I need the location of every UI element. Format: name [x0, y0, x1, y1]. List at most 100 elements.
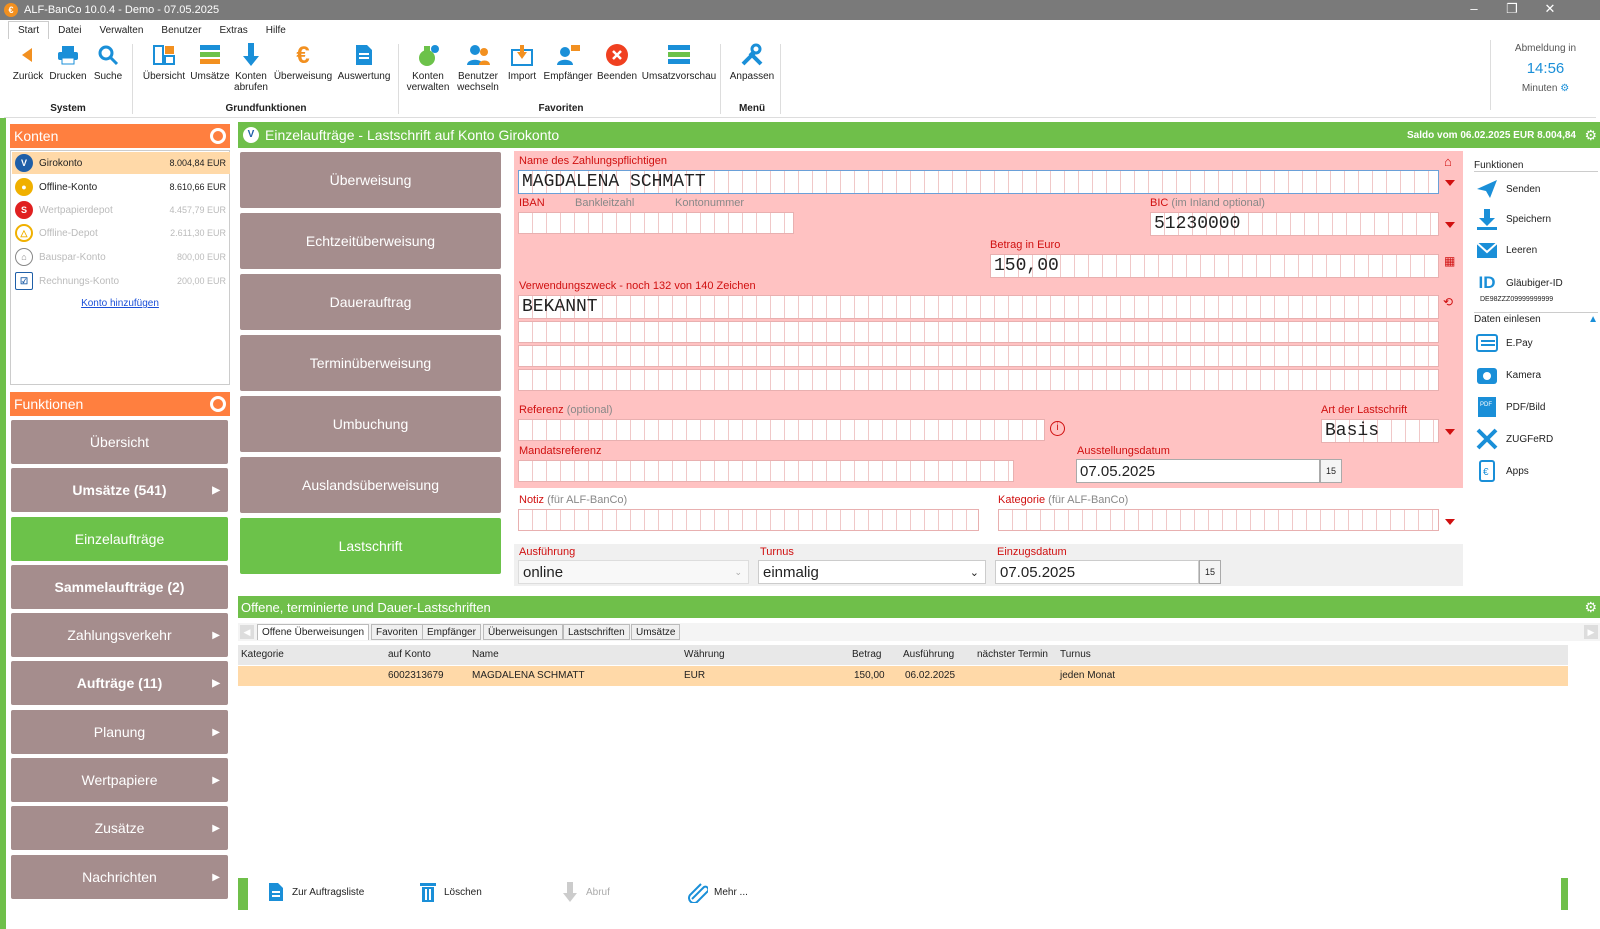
purpose-line-1[interactable]: BEKANNT — [518, 295, 1439, 319]
pdf-image-button[interactable]: PDF PDF/Bild — [1476, 396, 1545, 418]
print-button[interactable]: Drucken — [48, 42, 88, 82]
type-terminueberweisung[interactable]: Terminüberweisung — [240, 335, 501, 391]
type-echtzeitueberweisung[interactable]: Echtzeitüberweisung — [240, 213, 501, 269]
gear-icon[interactable]: ⚙ — [1584, 126, 1597, 143]
gear-icon[interactable]: ⚙ — [1560, 83, 1570, 94]
collapse-icon[interactable]: ▲ — [1588, 314, 1598, 325]
note-input[interactable] — [518, 509, 979, 531]
account-item[interactable]: V Girokonto 8.004,84 EUR — [12, 152, 230, 174]
tab-empfaenger[interactable]: Empfänger — [422, 624, 481, 640]
col-auf-konto[interactable]: auf Konto — [388, 649, 431, 660]
nav-nachrichten[interactable]: Nachrichten ▶ — [11, 855, 228, 899]
col-name[interactable]: Name — [472, 649, 499, 660]
transaction-preview-button[interactable]: Umsatzvorschau — [640, 42, 718, 82]
fetch-accounts-button[interactable]: Konten abrufen — [232, 42, 270, 93]
info-icon[interactable]: i — [1050, 421, 1065, 436]
nav-umsaetze[interactable]: Umsätze (541) ▶ — [11, 468, 228, 512]
clear-button[interactable]: Leeren — [1476, 239, 1537, 261]
recipients-button[interactable]: Empfänger — [542, 42, 594, 82]
type-dauerauftrag[interactable]: Dauerauftrag — [240, 274, 501, 330]
more-button[interactable]: Mehr ... — [688, 880, 748, 904]
purpose-line-2[interactable] — [518, 321, 1439, 343]
send-button[interactable]: Senden — [1476, 178, 1540, 200]
menu-hilfe[interactable]: Hilfe — [265, 24, 286, 36]
account-item[interactable]: ☑ Rechnungs-Konto 200,00 EUR — [12, 270, 230, 292]
col-ausfuehrung[interactable]: Ausführung — [903, 649, 955, 660]
home-icon[interactable]: ⌂ — [1444, 154, 1452, 169]
delete-button[interactable]: Löschen — [418, 880, 482, 904]
tab-ueberweisungen[interactable]: Überweisungen — [483, 624, 563, 640]
collection-date-input[interactable]: 07.05.2025 — [995, 560, 1199, 584]
nav-wertpapiere[interactable]: Wertpapiere ▶ — [11, 758, 228, 802]
tab-favoriten[interactable]: Favoriten — [371, 624, 423, 640]
tab-offene-ueberweisungen[interactable]: Offene Überweisungen — [257, 624, 370, 640]
tab-umsaetze[interactable]: Umsätze — [631, 624, 681, 640]
execution-select[interactable]: online ⌄ — [518, 560, 749, 584]
account-item[interactable]: △ Offline-Depot 2.611,30 EUR — [12, 222, 230, 244]
epay-button[interactable]: E.Pay — [1476, 332, 1533, 354]
nav-sammelauftraege[interactable]: Sammelaufträge (2) — [11, 565, 228, 609]
gear-icon[interactable] — [210, 128, 226, 144]
col-betrag[interactable]: Betrag — [852, 649, 882, 660]
name-input[interactable]: MAGDALENA SCHMATT — [518, 170, 1439, 194]
account-item[interactable]: S Wertpapierdepot 4.457,79 EUR — [12, 199, 230, 221]
menu-extras[interactable]: Extras — [219, 24, 248, 36]
name-dropdown-icon[interactable] — [1445, 180, 1455, 186]
switch-user-button[interactable]: Benutzer wechseln — [454, 42, 502, 93]
fetch-button[interactable]: Abruf — [560, 880, 610, 904]
transfer-button[interactable]: € Überweisung — [273, 41, 333, 82]
camera-button[interactable]: Kamera — [1476, 364, 1541, 386]
overview-button[interactable]: Übersicht — [140, 42, 188, 82]
col-kategorie[interactable]: Kategorie — [241, 649, 284, 660]
mandate-input[interactable] — [518, 460, 1014, 482]
menu-start[interactable]: Start — [8, 21, 50, 39]
col-waehrung[interactable]: Währung — [684, 649, 725, 660]
minimize-button[interactable]: – — [1470, 1, 1478, 16]
calendar-icon[interactable]: 15 — [1320, 459, 1342, 483]
manage-accounts-button[interactable]: Konten verwalten — [404, 42, 452, 93]
back-button[interactable]: Zurück — [8, 42, 48, 82]
customize-button[interactable]: Anpassen — [726, 42, 778, 82]
evaluation-button[interactable]: Auswertung — [336, 42, 392, 82]
scroll-right-icon[interactable]: ▶ — [1584, 625, 1598, 639]
category-input[interactable] — [998, 509, 1439, 531]
nav-uebersicht[interactable]: Übersicht — [11, 420, 228, 464]
calculator-icon[interactable]: ▦ — [1444, 254, 1456, 268]
nav-planung[interactable]: Planung ▶ — [11, 710, 228, 754]
scroll-left-icon[interactable]: ◀ — [240, 625, 254, 639]
purpose-line-3[interactable] — [518, 345, 1439, 367]
bic-dropdown-icon[interactable] — [1445, 222, 1455, 228]
tab-lastschriften[interactable]: Lastschriften — [563, 624, 630, 640]
add-account-link[interactable]: Konto hinzufügen — [81, 298, 159, 309]
bic-input[interactable]: 51230000 — [1150, 212, 1439, 236]
interval-select[interactable]: einmalig ⌄ — [758, 560, 986, 584]
zugferd-button[interactable]: ZUGFeRD — [1476, 428, 1553, 450]
menu-benutzer[interactable]: Benutzer — [161, 24, 202, 36]
reference-input[interactable] — [518, 419, 1045, 441]
purpose-line-4[interactable] — [518, 369, 1439, 391]
refresh-icon[interactable]: ⟲ — [1443, 295, 1454, 309]
order-list-button[interactable]: Zur Auftragsliste — [266, 880, 364, 904]
type-ueberweisung[interactable]: Überweisung — [240, 152, 501, 208]
type-umbuchung[interactable]: Umbuchung — [240, 396, 501, 452]
table-row[interactable]: 6002313679 MAGDALENA SCHMATT EUR 150,00 … — [238, 666, 1568, 686]
gear-icon[interactable]: ⚙ — [1584, 598, 1597, 615]
menu-datei[interactable]: Datei — [58, 24, 82, 36]
nav-auftraege[interactable]: Aufträge (11) ▶ — [11, 661, 228, 705]
nav-zusaetze[interactable]: Zusätze ▶ — [11, 806, 228, 850]
account-item[interactable]: ⌂ Bauspar-Konto 800,00 EUR — [12, 246, 230, 268]
apps-button[interactable]: € Apps — [1476, 460, 1529, 482]
account-item[interactable]: ● Offline-Konto 8.610,66 EUR — [12, 176, 230, 198]
debit-type-dropdown-icon[interactable] — [1445, 429, 1455, 435]
search-button[interactable]: Suche — [88, 42, 128, 82]
calendar-icon[interactable]: 15 — [1199, 560, 1221, 584]
type-lastschrift[interactable]: Lastschrift — [240, 518, 501, 574]
transactions-button[interactable]: Umsätze — [188, 42, 232, 82]
import-button[interactable]: Import — [504, 42, 540, 82]
category-dropdown-icon[interactable] — [1445, 519, 1455, 525]
exit-button[interactable]: Beenden — [596, 42, 638, 82]
issue-date-input[interactable]: 07.05.2025 — [1076, 459, 1320, 483]
nav-einzelauftraege[interactable]: Einzelaufträge — [11, 517, 228, 561]
amount-input[interactable]: 150,00 — [990, 254, 1439, 278]
gear-icon[interactable] — [210, 396, 226, 412]
